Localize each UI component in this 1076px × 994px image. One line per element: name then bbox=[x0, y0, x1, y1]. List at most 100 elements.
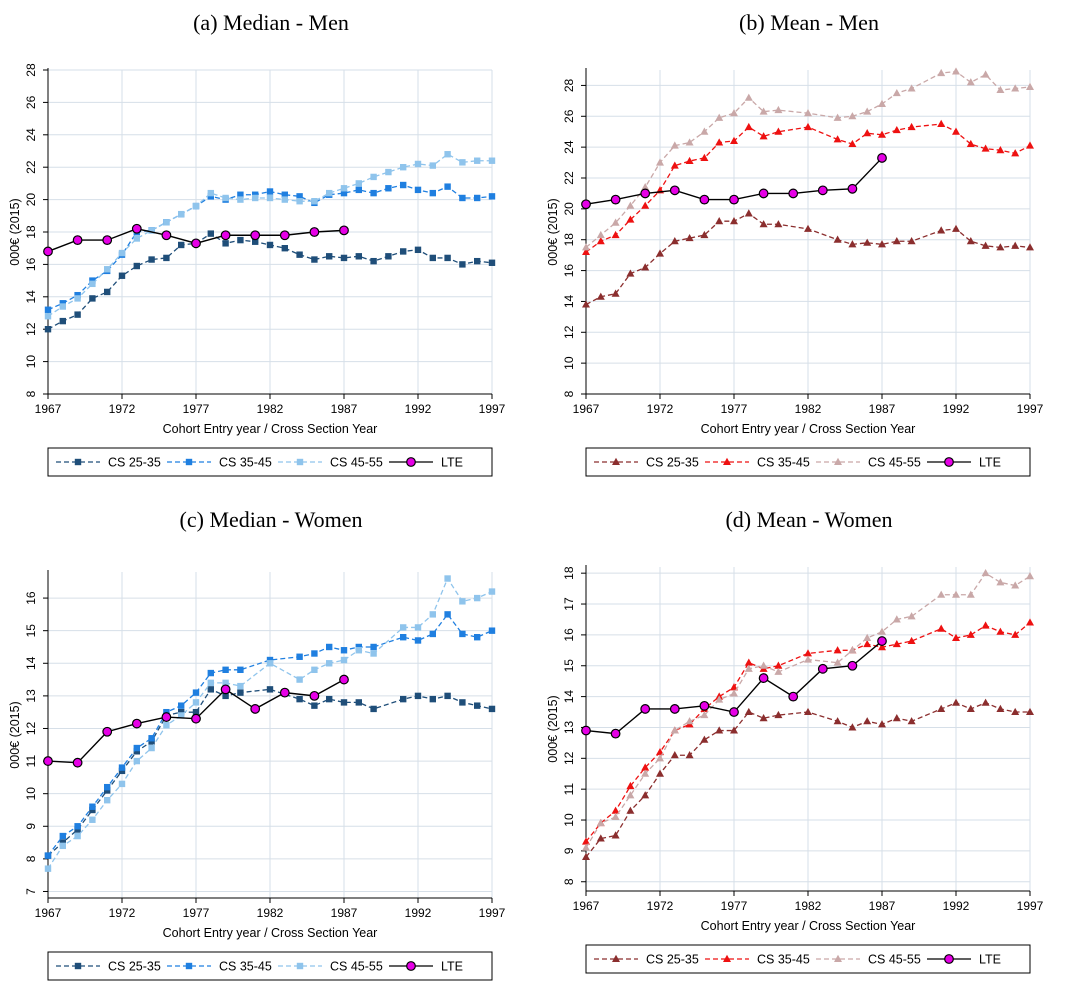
point-cs-45-55-9 bbox=[178, 210, 185, 218]
point-lte-3 bbox=[669, 185, 680, 196]
x-tick-label: 1987 bbox=[869, 402, 896, 416]
series-line-cs-35-45 bbox=[585, 123, 1031, 253]
point-cs-25-35-27 bbox=[1026, 243, 1034, 251]
y-tick-label: 14 bbox=[562, 294, 576, 308]
y-tick-label: 20 bbox=[562, 202, 576, 216]
point-cs-35-45-6 bbox=[133, 744, 140, 752]
legend-item-cs-35-45: CS 35-45 bbox=[167, 960, 272, 974]
point-cs-35-45-1 bbox=[596, 237, 605, 245]
legend-item-cs-25-35: CS 25-35 bbox=[56, 456, 161, 470]
legend-item-lte: LTE bbox=[927, 953, 1001, 967]
point-cs-45-55-5 bbox=[656, 754, 664, 762]
point-lte-9 bbox=[309, 690, 320, 701]
point-cs-25-35-2 bbox=[611, 831, 620, 839]
y-tick-label: 20 bbox=[24, 193, 38, 207]
y-axis-label: 000€ (2015) bbox=[546, 198, 560, 265]
point-cs-45-55-18 bbox=[878, 99, 886, 107]
chart-svg: (a) Median - Men 8 10 12 14 16 18 20 22 24 26 28 196… bbox=[8, 10, 506, 477]
legend-label-cs-25-35: CS 25-35 bbox=[646, 953, 699, 967]
point-cs-45-55-24 bbox=[981, 70, 990, 78]
point-cs-35-45-17 bbox=[863, 129, 872, 137]
point-cs-45-55-3 bbox=[89, 280, 96, 288]
point-cs-35-45-7 bbox=[148, 735, 155, 742]
point-cs-45-55-24 bbox=[981, 568, 990, 577]
point-cs-45-55-14 bbox=[252, 194, 259, 202]
point-cs-25-35-20 bbox=[907, 717, 916, 725]
point-cs-35-45-11 bbox=[207, 669, 214, 677]
point-cs-35-45-11 bbox=[744, 122, 753, 131]
point-lte-5 bbox=[191, 238, 201, 249]
point-lte-6 bbox=[758, 188, 769, 199]
y-tick-label: 12 bbox=[24, 721, 38, 735]
point-cs-45-55-12 bbox=[222, 194, 229, 202]
y-tick-label: 26 bbox=[24, 95, 38, 109]
point-cs-25-35-22 bbox=[952, 224, 960, 232]
point-lte-2 bbox=[640, 188, 651, 199]
series-cs-45-55 bbox=[44, 575, 496, 872]
x-tick-label: 1972 bbox=[109, 906, 136, 920]
point-cs-35-45-26 bbox=[1011, 630, 1020, 638]
point-cs-45-55-9 bbox=[715, 113, 724, 121]
point-cs-25-35-12 bbox=[222, 240, 229, 247]
legend-label-cs-25-35: CS 25-35 bbox=[108, 456, 161, 470]
point-lte-10 bbox=[339, 225, 349, 236]
legend-item-lte: LTE bbox=[389, 960, 463, 974]
grid bbox=[585, 567, 1031, 891]
point-cs-35-45-10 bbox=[730, 136, 738, 144]
point-cs-45-55-25 bbox=[414, 160, 422, 168]
point-cs-35-45-1 bbox=[59, 832, 66, 840]
point-cs-45-55-18 bbox=[311, 198, 318, 205]
point-cs-45-55-4 bbox=[104, 797, 111, 804]
x-axis-label: Cohort Entry year / Cross Section Year bbox=[701, 422, 916, 436]
point-cs-35-45-4 bbox=[104, 783, 111, 791]
y-tick-label: 28 bbox=[24, 63, 38, 77]
axes bbox=[43, 68, 493, 399]
point-cs-25-35-24 bbox=[444, 692, 451, 700]
point-lte-2 bbox=[102, 235, 113, 246]
point-cs-35-45-24 bbox=[981, 621, 990, 629]
y-tick-label: 16 bbox=[562, 628, 576, 642]
point-lte-4 bbox=[699, 194, 710, 205]
point-cs-45-55-5 bbox=[656, 158, 664, 166]
point-lte-4 bbox=[161, 230, 172, 241]
y-tick-label: 18 bbox=[562, 566, 576, 580]
series-cs-45-55 bbox=[582, 67, 1034, 251]
y-tick-label: 14 bbox=[24, 290, 38, 304]
point-cs-45-55-10 bbox=[192, 202, 200, 210]
point-cs-35-45-18 bbox=[878, 643, 886, 651]
axes bbox=[43, 570, 493, 903]
point-cs-45-55-17 bbox=[326, 660, 333, 667]
point-cs-45-55-13 bbox=[774, 667, 783, 675]
point-cs-35-45-18 bbox=[878, 130, 886, 138]
point-lte-8 bbox=[279, 230, 290, 241]
point-cs-25-35-19 bbox=[355, 699, 362, 706]
point-cs-45-55-6 bbox=[133, 235, 140, 242]
point-cs-35-45-2 bbox=[611, 230, 620, 239]
point-cs-45-55-19 bbox=[892, 88, 901, 97]
point-cs-45-55-2 bbox=[611, 812, 620, 820]
point-cs-45-55-1 bbox=[596, 818, 605, 827]
point-cs-35-45-13 bbox=[237, 191, 244, 198]
point-cs-45-55-7 bbox=[148, 744, 155, 752]
x-tick-label: 1992 bbox=[405, 906, 432, 920]
point-cs-25-35-5 bbox=[656, 769, 664, 777]
point-cs-25-35-11 bbox=[207, 686, 214, 693]
point-lte-7 bbox=[250, 704, 261, 714]
point-cs-45-55-18 bbox=[878, 627, 886, 635]
point-lte-6 bbox=[220, 230, 231, 241]
point-cs-45-55-13 bbox=[237, 196, 244, 203]
point-cs-45-55-20 bbox=[340, 185, 348, 192]
legend-label-cs-45-55: CS 45-55 bbox=[868, 953, 921, 967]
point-cs-25-35-14 bbox=[266, 686, 274, 693]
legend-marker-lte bbox=[944, 457, 954, 467]
point-cs-45-55-25 bbox=[996, 578, 1005, 586]
point-cs-25-35-9 bbox=[715, 726, 724, 734]
point-cs-25-35-1 bbox=[596, 834, 605, 842]
chart-svg: (b) Mean - Men 8 10 12 14 16 18 20 22 24 26 28 1967 1… bbox=[546, 10, 1044, 477]
x-tick-label: 1997 bbox=[1017, 899, 1044, 913]
y-tick-label: 12 bbox=[24, 322, 38, 336]
point-cs-25-35-19 bbox=[326, 253, 333, 260]
y-tick-label: 8 bbox=[24, 390, 38, 397]
point-cs-45-55-24 bbox=[444, 575, 451, 582]
point-cs-45-55-4 bbox=[104, 266, 111, 273]
